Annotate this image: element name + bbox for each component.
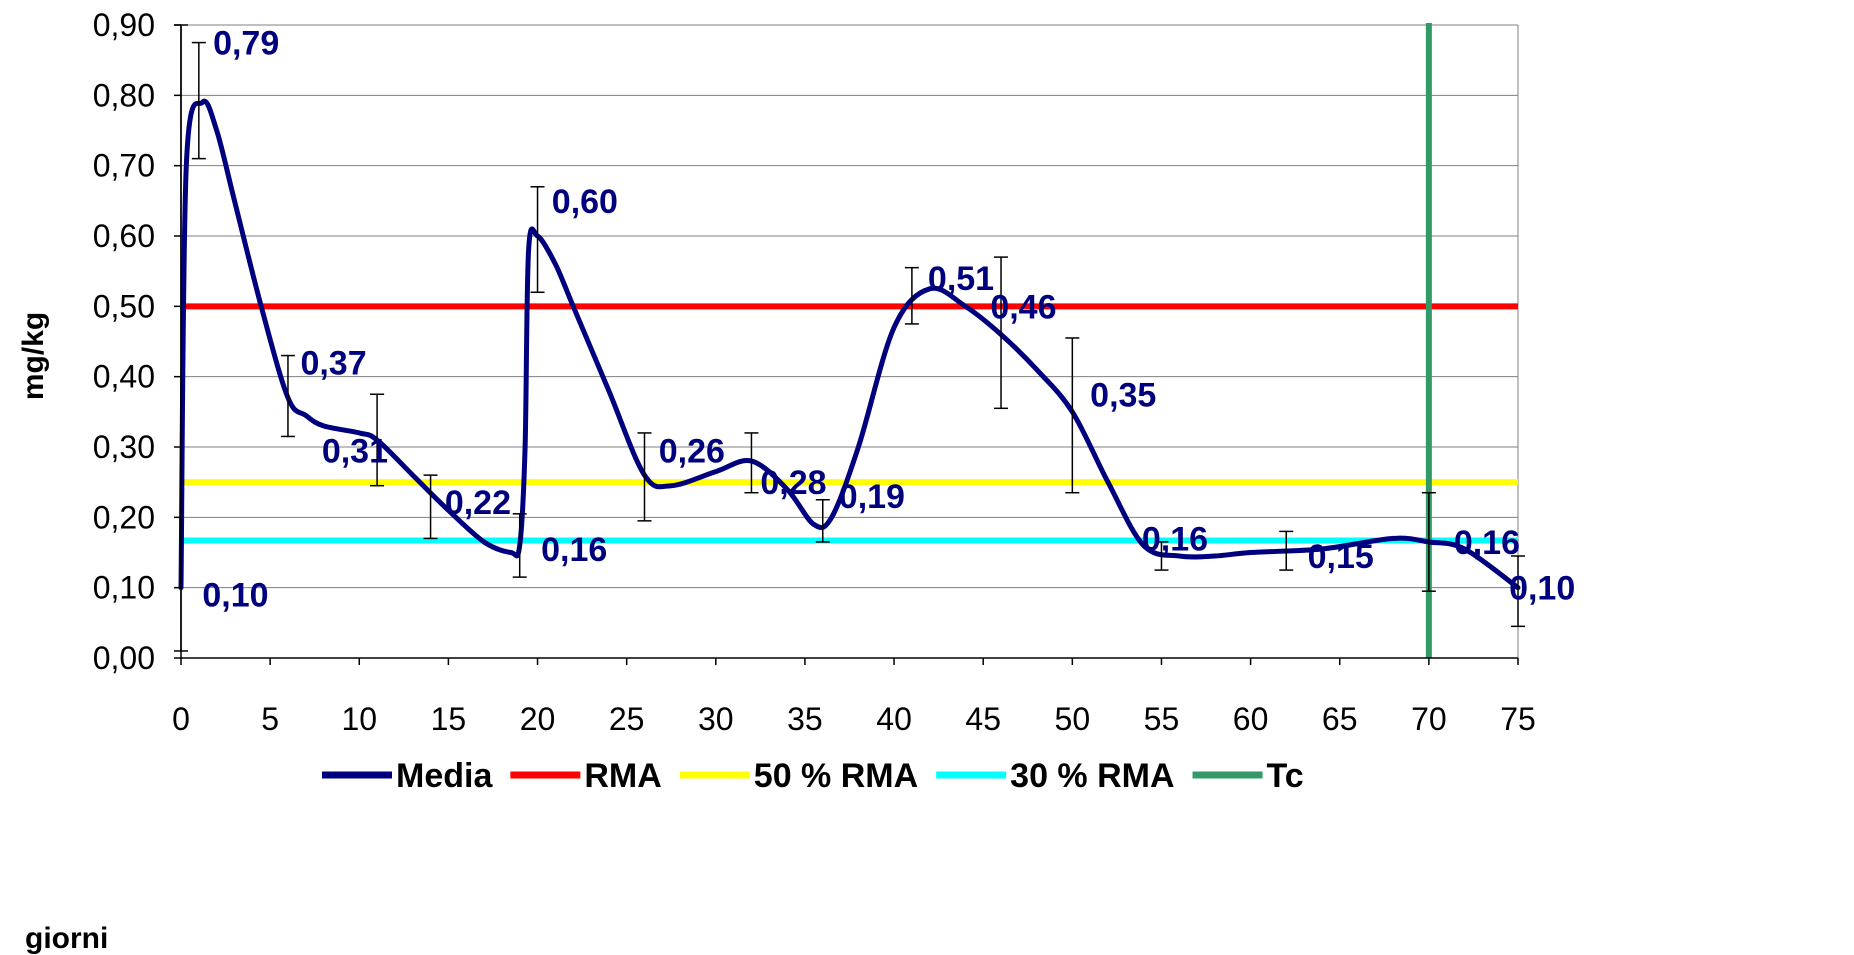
data-label: 0,19 (839, 478, 905, 516)
legend: Media RMA 50 % RMA 30 % RMA Tc (322, 757, 1304, 795)
x-tick-label: 50 (1055, 701, 1091, 737)
data-labels: 0,10 0,79 0,37 0,31 0,22 0,16 0,60 0,26 0,28 0,19… (202, 25, 1575, 615)
legend-label: 50 % RMA (754, 757, 918, 795)
data-label: 0,28 (760, 464, 826, 502)
legend-label: RMA (584, 757, 661, 795)
x-tick-label: 25 (609, 701, 645, 737)
data-label: 0,37 (300, 345, 366, 383)
y-axis-title: mg/kg (17, 312, 50, 400)
y-tick-label: 0,20 (93, 499, 155, 535)
y-tick-label: 0,10 (93, 570, 155, 606)
x-tick-label: 5 (261, 701, 279, 737)
x-tick-label: 60 (1233, 701, 1269, 737)
data-label: 0,26 (659, 433, 725, 471)
y-tick-label: 0,60 (93, 218, 155, 254)
data-label: 0,16 (541, 531, 607, 569)
data-label: 0,10 (202, 577, 268, 615)
x-tick-label: 65 (1322, 701, 1358, 737)
data-label: 0,16 (1142, 520, 1208, 558)
data-label: 0,46 (990, 288, 1056, 326)
y-tick-label: 0,40 (93, 359, 155, 395)
x-tick-label: 30 (698, 701, 734, 737)
data-label: 0,16 (1454, 524, 1520, 562)
data-label: 0,79 (213, 25, 279, 63)
y-tick-label: 0,90 (93, 7, 155, 43)
x-tick-label: 35 (787, 701, 823, 737)
y-tick-label: 0,70 (93, 148, 155, 184)
legend-label: Tc (1267, 757, 1304, 795)
data-label: 0,22 (445, 484, 511, 522)
y-tick-label: 0,50 (93, 288, 155, 324)
y-axis-ticks: 0,00 0,10 0,20 0,30 0,40 0,50 0,60 0,70 0,80 0,90 (93, 7, 181, 676)
legend-label: Media (396, 757, 493, 795)
data-label: 0,10 (1509, 570, 1575, 608)
data-label: 0,31 (322, 433, 388, 471)
x-tick-label: 55 (1144, 701, 1180, 737)
x-tick-label: 70 (1411, 701, 1447, 737)
x-tick-label: 40 (876, 701, 912, 737)
y-tick-label: 0,80 (93, 77, 155, 113)
axes (180, 25, 1518, 659)
x-tick-label: 20 (520, 701, 556, 737)
y-tick-label: 0,30 (93, 429, 155, 465)
x-tick-label: 10 (341, 701, 377, 737)
x-axis-title: giorni (25, 922, 108, 955)
y-tick-label: 0,00 (93, 640, 155, 676)
x-tick-label: 45 (965, 701, 1001, 737)
x-tick-label: 15 (431, 701, 467, 737)
legend-label: 30 % RMA (1010, 757, 1174, 795)
data-label: 0,35 (1090, 376, 1156, 414)
x-tick-label: 75 (1500, 701, 1536, 737)
x-axis-ticks: 0 5 10 15 20 25 30 35 40 45 50 55 60 65 70 75 (172, 658, 1536, 737)
data-label: 0,60 (552, 183, 618, 221)
data-label: 0,15 (1308, 538, 1374, 576)
x-tick-label: 0 (172, 701, 190, 737)
data-label: 0,51 (928, 260, 994, 298)
